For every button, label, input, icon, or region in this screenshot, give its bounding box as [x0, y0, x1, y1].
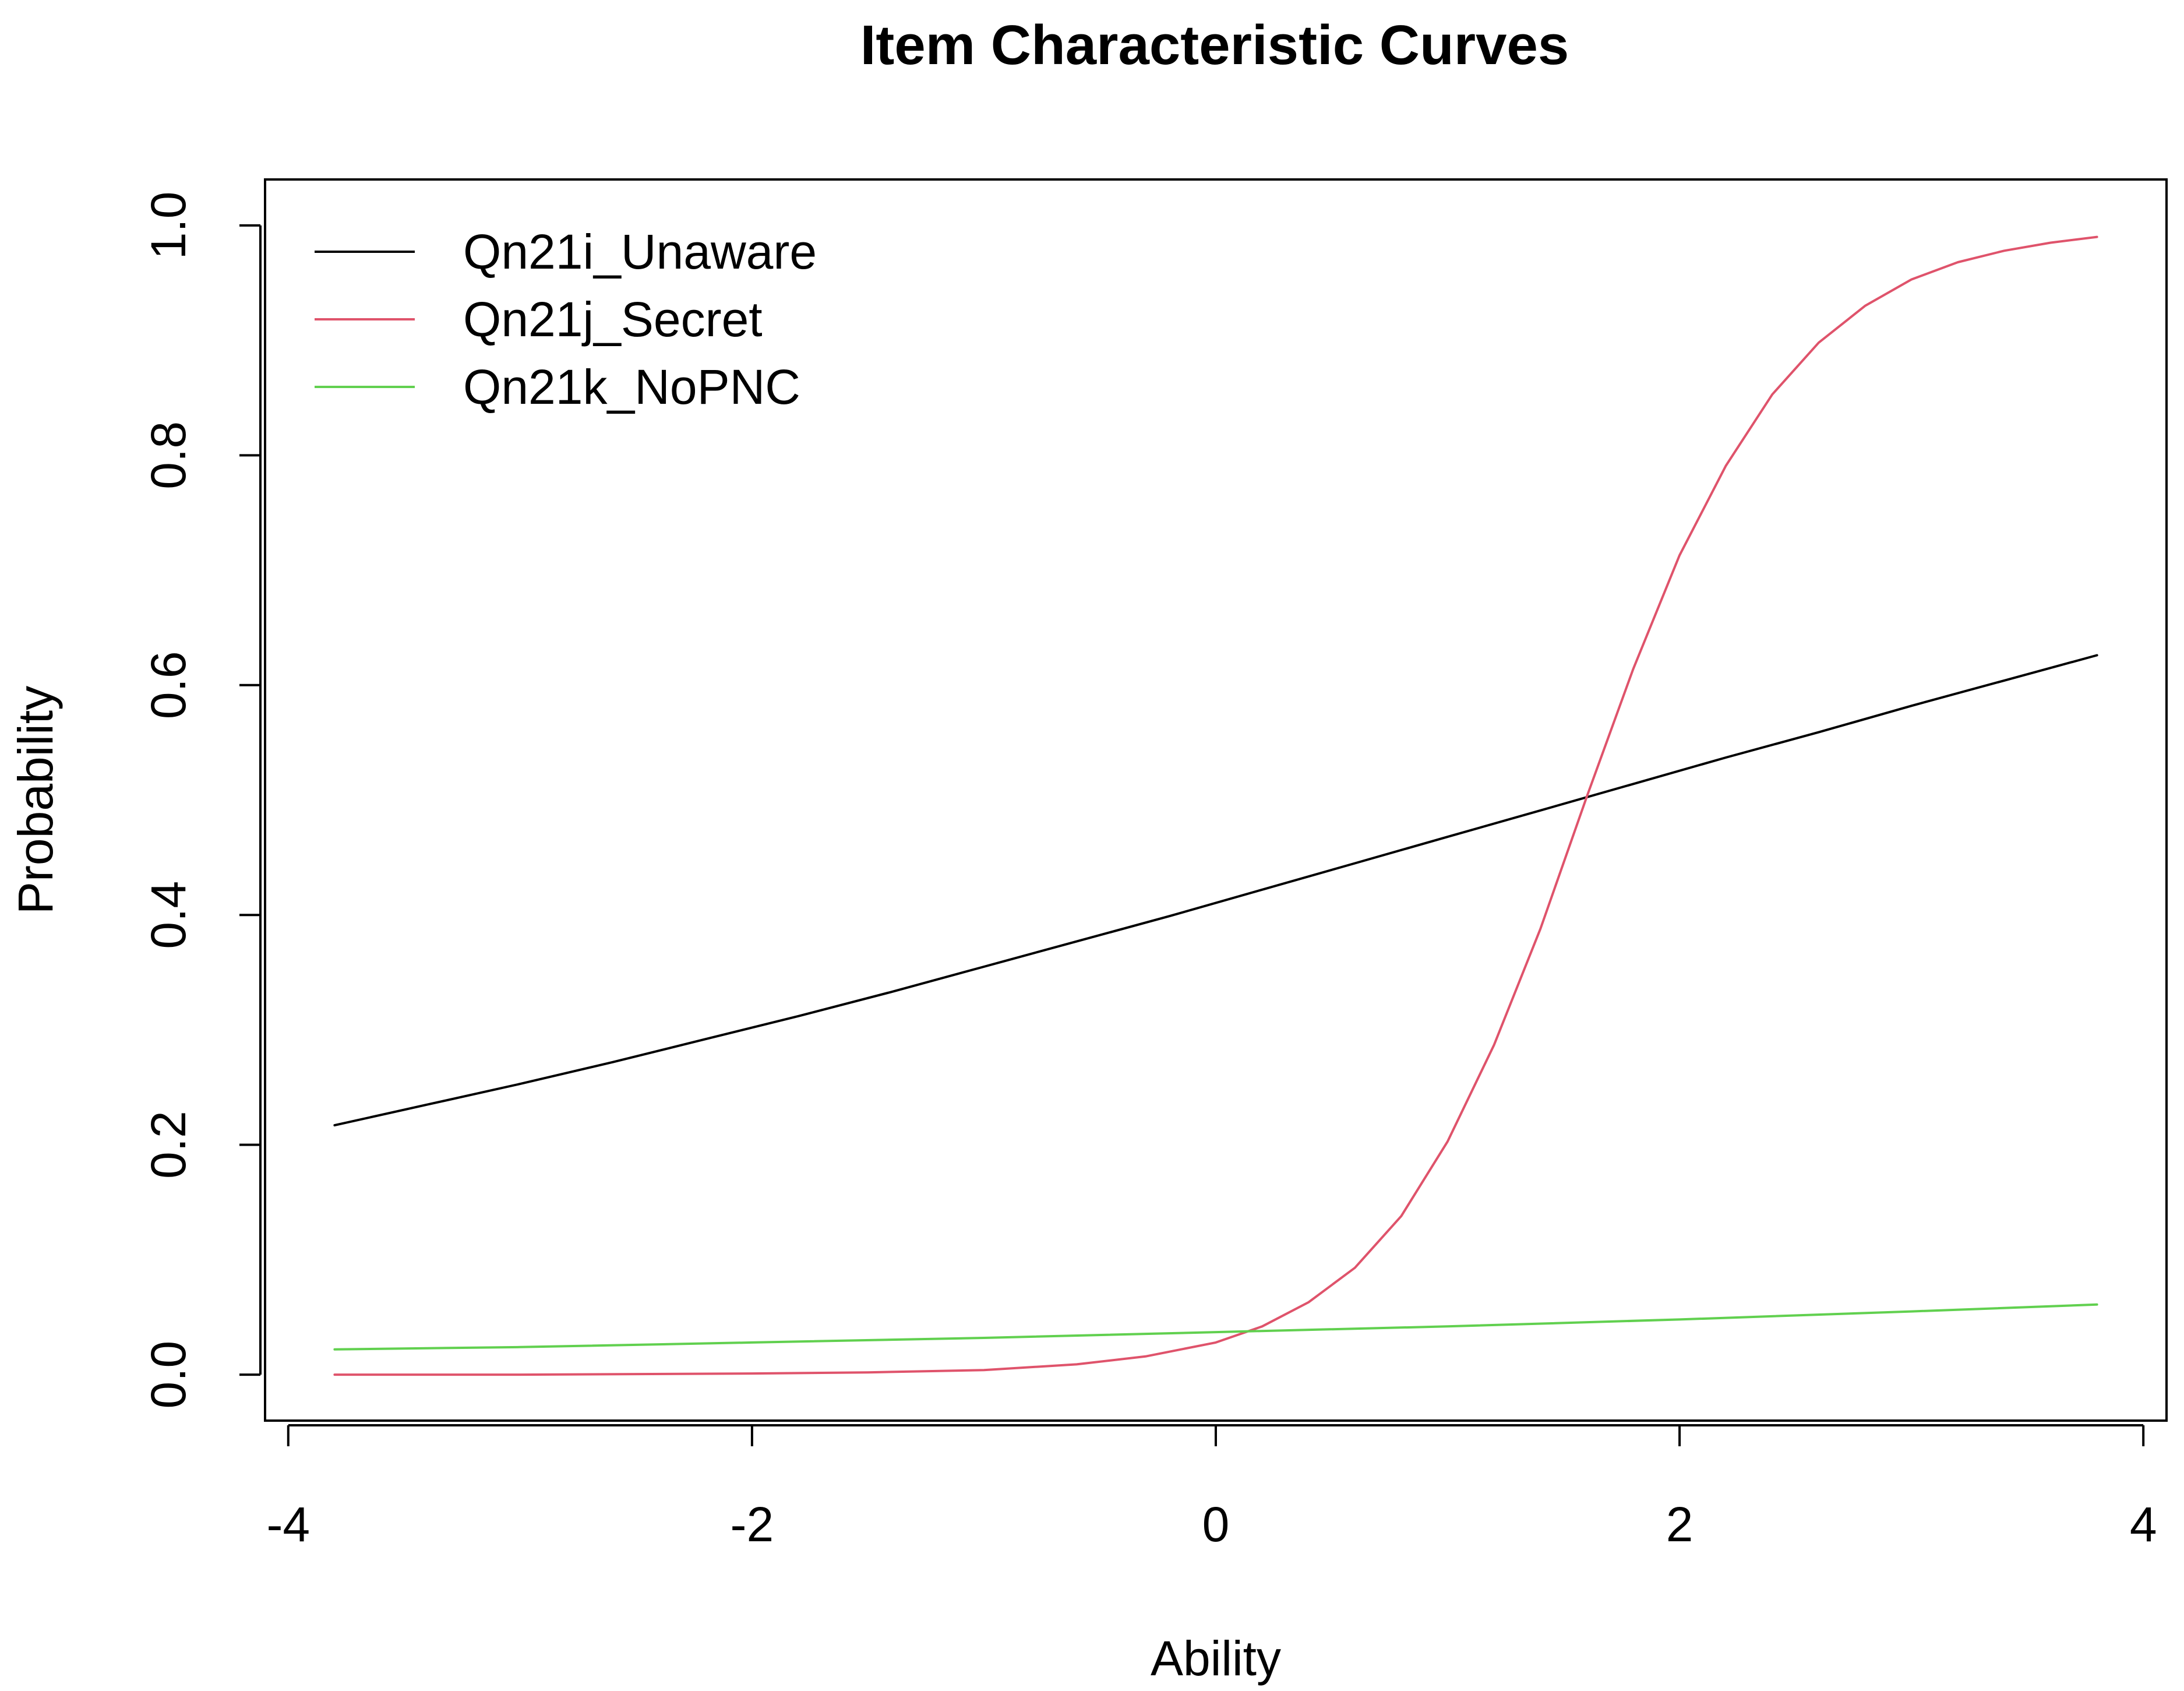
y-axis-label: Probability	[8, 686, 63, 914]
x-tick-label: -4	[266, 1497, 310, 1552]
series-line-Qn21k_NoPNC	[333, 1303, 2098, 1351]
y-tick-label: 0.2	[141, 1111, 196, 1179]
x-tick-label: -2	[731, 1497, 774, 1552]
x-tick-label: 2	[1666, 1497, 1693, 1552]
x-tick-label: 0	[1202, 1497, 1230, 1552]
legend-label: Qn21k_NoPNC	[463, 360, 800, 414]
x-axis: -4 -2 0 2 4	[266, 1424, 2157, 1552]
y-axis: 0.0 0.2 0.4 0.6 0.8 1.0	[141, 191, 262, 1409]
series-line-Qn21j_Secret	[333, 235, 2098, 1376]
legend-label: Qn21i_Unaware	[463, 224, 817, 279]
y-tick-label: 0.4	[141, 881, 196, 949]
y-tick-label: 1.0	[141, 191, 196, 259]
plot-frame	[264, 178, 2168, 1422]
series-layer	[333, 235, 2098, 1376]
x-axis-label: Ability	[1151, 1631, 1281, 1686]
y-tick-label: 0.8	[141, 421, 196, 489]
y-tick-label: 0.0	[141, 1341, 196, 1409]
series-line-Qn21i_Unaware	[333, 654, 2098, 1127]
chart-title: Item Characteristic Curves	[860, 14, 1569, 76]
y-tick-label: 0.6	[141, 651, 196, 719]
legend-label: Qn21j_Secret	[463, 292, 763, 347]
x-tick-label: 4	[2130, 1497, 2157, 1552]
legend: Qn21i_Unaware Qn21j_Secret Qn21k_NoPNC	[315, 224, 817, 414]
